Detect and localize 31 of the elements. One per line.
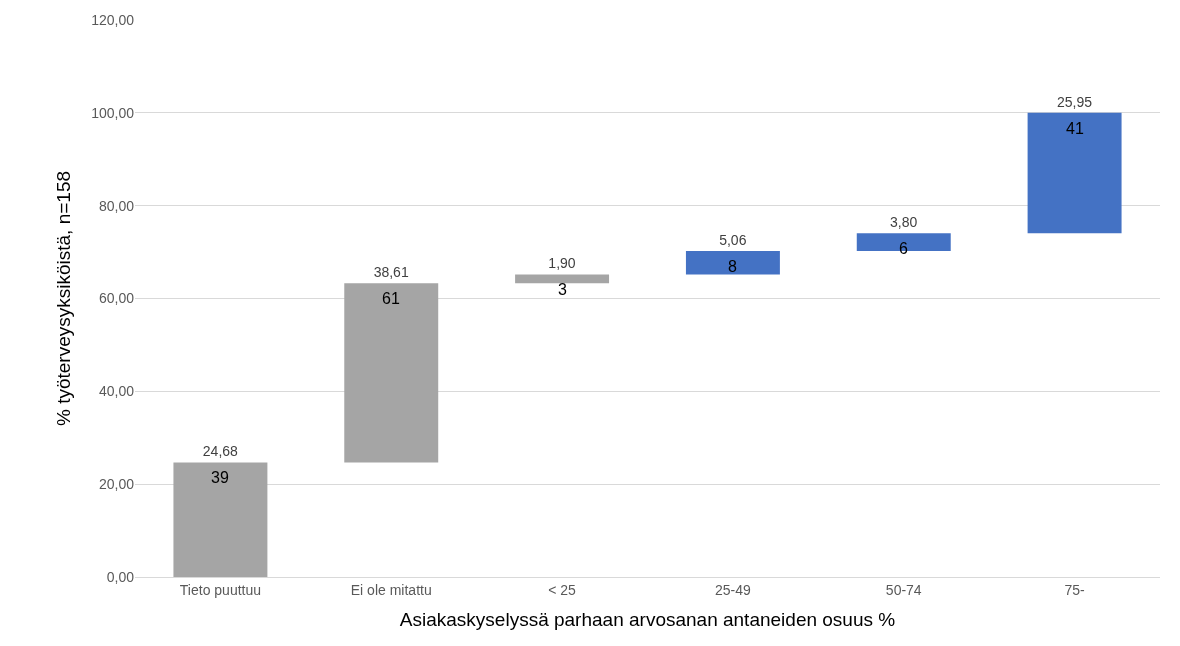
bar bbox=[173, 462, 268, 577]
y-tick-label: 60,00 bbox=[98, 290, 135, 307]
x-tick-label: 50-74 bbox=[885, 581, 922, 598]
bar bbox=[515, 274, 610, 284]
annotation: 39 bbox=[211, 469, 229, 486]
data-label: 1,90 bbox=[548, 255, 576, 272]
y-tick-label: 80,00 bbox=[98, 197, 135, 214]
data-label: 5,06 bbox=[719, 231, 747, 248]
x-tick-label: Ei ole mitattu bbox=[350, 581, 432, 598]
x-tick-label: Tieto puuttuu bbox=[179, 581, 262, 598]
y-axis-title: % työterveysyksiköistä, n=158 bbox=[53, 170, 75, 427]
x-tick-label: 25-49 bbox=[715, 581, 752, 598]
annotation: 8 bbox=[728, 258, 737, 275]
x-axis-title: Asiakaskyselyssä parhaan arvosanan antaneiden osuus % bbox=[399, 608, 896, 630]
data-label: 24,68 bbox=[202, 443, 239, 460]
y-tick-label: 0,00 bbox=[106, 568, 135, 585]
x-tick-label: 75- bbox=[1064, 581, 1086, 598]
y-tick-label: 120,00 bbox=[91, 11, 135, 28]
annotation: 3 bbox=[558, 281, 567, 298]
bar bbox=[344, 283, 439, 463]
bar bbox=[1027, 112, 1122, 234]
bar bbox=[685, 250, 780, 275]
annotation: 61 bbox=[382, 290, 400, 307]
data-label: 25,95 bbox=[1056, 93, 1093, 110]
data-label: 3,80 bbox=[890, 214, 918, 231]
annotation: 41 bbox=[1066, 120, 1084, 137]
y-tick-label: 100,00 bbox=[91, 104, 135, 121]
x-tick-label: < 25 bbox=[548, 581, 577, 598]
y-tick-label: 40,00 bbox=[98, 383, 135, 400]
data-label: 38,61 bbox=[373, 264, 409, 281]
y-tick-label: 20,00 bbox=[98, 476, 135, 493]
